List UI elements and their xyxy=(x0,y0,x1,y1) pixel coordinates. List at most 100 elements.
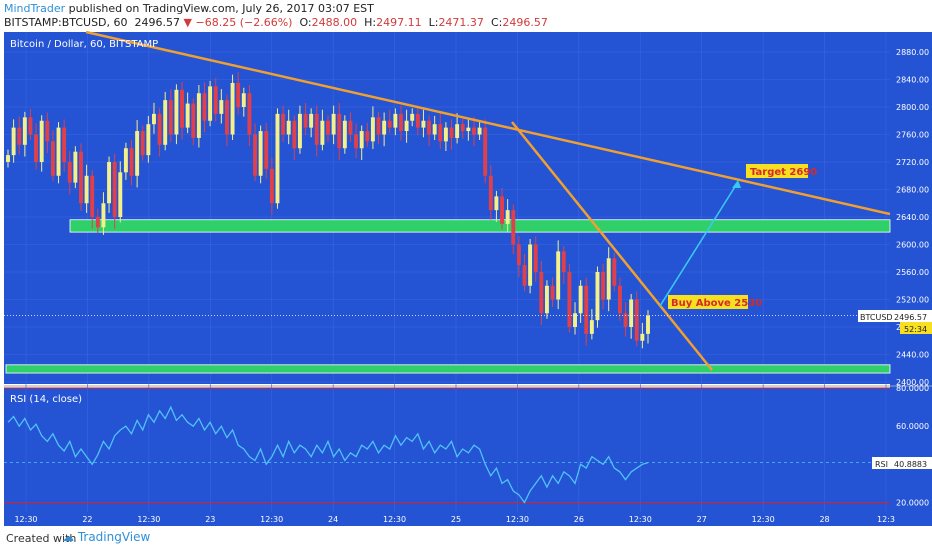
symbol-text: BITSTAMP:BTCUSD, 60 xyxy=(4,16,128,29)
candle-body xyxy=(578,285,583,314)
ohlc-line: BITSTAMP:BTCUSD, 60 2496.57 ▼ −68.25 (−2… xyxy=(4,16,548,29)
open-value: 2488.00 xyxy=(311,16,358,29)
open-label: O: xyxy=(299,16,312,29)
chart-title: Bitcoin / Dollar, 60, BITSTAMP xyxy=(10,39,158,50)
price-tag-value: 2496.57 xyxy=(894,313,927,322)
x-tick-label: 22 xyxy=(82,515,92,524)
candle-body xyxy=(241,93,246,107)
candle-body xyxy=(90,175,95,217)
target-label-text: Target 2690 xyxy=(750,167,817,178)
y-tick-label: 2640.00 xyxy=(896,213,929,222)
candle-body xyxy=(612,258,617,286)
candle-body xyxy=(17,127,22,145)
down-arrow-icon: ▼ xyxy=(183,16,192,29)
candle-body xyxy=(56,127,61,176)
candle-body xyxy=(623,313,628,327)
footer: Created with ☁ TradingView xyxy=(0,528,932,550)
candle-body xyxy=(73,151,78,183)
candle-body xyxy=(415,113,420,128)
candle-body xyxy=(544,285,549,314)
candle-body xyxy=(6,155,10,162)
y-tick-label: 2800.00 xyxy=(896,103,929,112)
buy-label: Buy Above 2530 xyxy=(668,295,762,309)
candle-body xyxy=(62,127,67,162)
candle-body xyxy=(387,120,392,128)
candle-body xyxy=(247,93,252,135)
candle-body xyxy=(533,244,538,272)
chart-area[interactable]: 2880.002840.002800.002760.002720.002680.… xyxy=(0,30,932,528)
candle-body xyxy=(258,131,263,176)
candle-body xyxy=(432,124,437,135)
candle-body xyxy=(606,258,611,300)
close-value: 2496.57 xyxy=(502,16,548,29)
low-label: L: xyxy=(428,16,439,29)
candle-body xyxy=(584,285,589,334)
high-value: 2497.11 xyxy=(376,16,422,29)
candle-body xyxy=(157,113,162,145)
candle-body xyxy=(269,168,274,204)
candle-body xyxy=(556,251,561,300)
candle-body xyxy=(152,113,156,125)
candle-body xyxy=(376,117,381,135)
candle-body xyxy=(326,120,330,135)
price-tag-countdown: 52:34 xyxy=(904,325,927,334)
candle-body xyxy=(112,162,117,217)
candle-body xyxy=(539,272,544,314)
candle-body xyxy=(50,141,55,176)
candle-body xyxy=(500,196,504,224)
published-text: published on TradingView.com, July 26, 2… xyxy=(68,2,374,15)
candle-body xyxy=(39,120,44,162)
candle-body xyxy=(224,100,229,135)
rsi-tick-label: 20.0000 xyxy=(896,498,929,507)
candle-body xyxy=(595,272,600,321)
candle-body xyxy=(488,175,493,211)
candle-body xyxy=(421,120,426,128)
candles xyxy=(6,71,650,349)
candle-body xyxy=(101,203,106,228)
resistance-trendline xyxy=(85,30,891,216)
candle-body xyxy=(213,86,218,114)
candle-body xyxy=(466,127,471,132)
y-tick-label: 2680.00 xyxy=(896,186,929,195)
support-zone xyxy=(69,219,891,233)
author-link[interactable]: MindTrader xyxy=(4,2,66,15)
x-tick-label: 25 xyxy=(451,515,461,524)
x-tick-label: 12:30 xyxy=(752,515,775,524)
candle-body xyxy=(163,100,168,145)
y-tick-label: 2520.00 xyxy=(896,296,929,305)
candle-body xyxy=(11,127,16,156)
candle-body xyxy=(208,86,213,121)
candle-body xyxy=(202,93,207,121)
rsi-pane-bg xyxy=(4,388,890,512)
candle-body xyxy=(174,89,179,135)
candle-body xyxy=(22,117,27,145)
x-tick-label: 12:30 xyxy=(14,515,37,524)
candle-body xyxy=(505,210,510,224)
tradingview-logo[interactable]: ☁ TradingView xyxy=(62,530,151,544)
candle-body xyxy=(230,82,235,135)
candle-body xyxy=(337,113,342,149)
candle-body xyxy=(309,113,314,128)
candle-body xyxy=(522,265,527,286)
x-tick-label: 24 xyxy=(328,515,338,524)
x-tick-label: 28 xyxy=(819,515,829,524)
close-label: C: xyxy=(490,16,503,29)
candle-body xyxy=(359,131,364,149)
candle-body xyxy=(399,113,403,132)
candle-body xyxy=(180,89,184,128)
candle-body xyxy=(303,113,308,128)
candle-body xyxy=(196,93,201,138)
candle-body xyxy=(123,148,128,173)
candle-body xyxy=(168,100,173,135)
candle-body xyxy=(365,131,370,142)
candle-body xyxy=(135,131,140,176)
candle-body xyxy=(331,113,336,135)
rsi-title: RSI (14, close) xyxy=(10,394,82,405)
candle-body xyxy=(410,113,415,121)
candle-body xyxy=(589,320,594,334)
x-tick-label: 26 xyxy=(574,515,584,524)
header: MindTrader published on TradingView.com,… xyxy=(0,0,932,30)
rsi-indicator xyxy=(4,387,890,504)
candle-body xyxy=(45,120,50,142)
candle-body xyxy=(191,103,196,138)
